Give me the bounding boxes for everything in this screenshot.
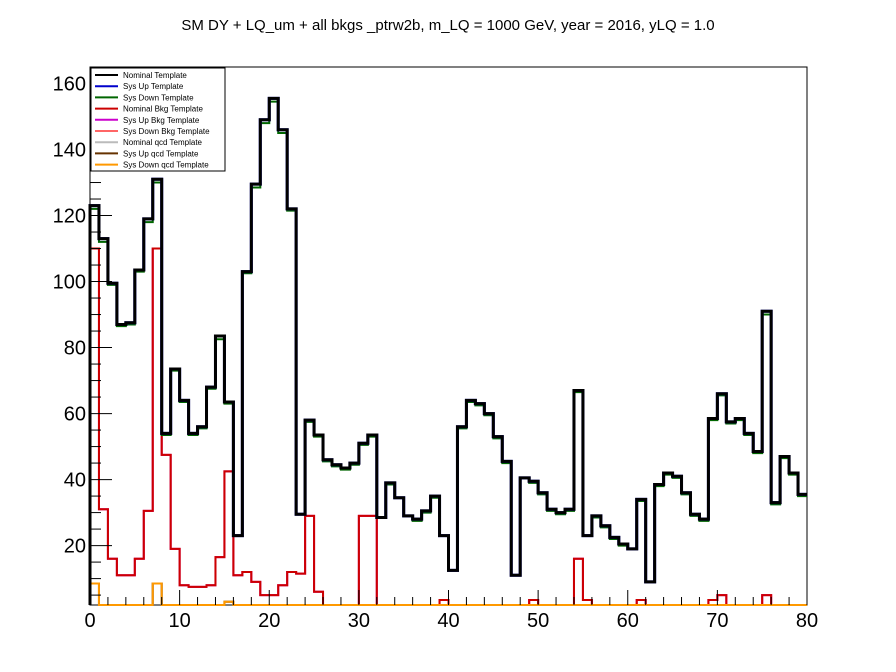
series-line-sys-down-qcd-template [89,582,807,606]
series-line-nominal-template [88,96,807,605]
legend-entry: Nominal qcd Template [123,138,203,147]
legend-entry: Sys Down qcd Template [123,161,209,170]
legend: Nominal Template Sys Up Template Sys Down … [90,67,226,172]
y-tick-label: 80 [64,338,86,360]
series-layer [88,96,807,606]
legend-entry: Sys Up qcd Template [123,149,199,158]
x-tick-label: 40 [437,610,459,632]
x-tick-label: 50 [527,610,549,632]
y-tick-label: 60 [64,404,86,426]
y-tick-label: 140 [53,140,86,162]
legend-entry: Nominal Bkg Template [123,105,203,114]
x-tick-label: 30 [348,610,370,632]
x-tick-label: 20 [258,610,280,632]
x-tick-label: 60 [617,610,639,632]
legend-entry: Sys Down Bkg Template [123,127,210,136]
x-tick-label: 70 [706,610,728,632]
x-tick-label: 0 [84,610,95,632]
legend-entry: Sys Up Bkg Template [123,116,200,125]
y-tick-label: 120 [53,206,86,228]
y-tick-label: 20 [64,536,86,558]
chart-title: SM DY + LQ_um + all bkgs _ptrw2b, m_LQ =… [181,17,714,34]
x-tick-label: 10 [169,610,191,632]
legend-entry: Sys Up Template [123,82,184,91]
y-tick-label: 100 [53,272,86,294]
legend-entry: Nominal Template [123,71,187,80]
x-tick-label: 80 [796,610,818,632]
y-tick-label: 160 [53,74,86,96]
axes-layer: 0 10 20 30 40 50 60 70 80 20 40 60 80 100 120 140 160 [53,66,818,632]
legend-entry: Sys Down Template [123,93,194,102]
y-tick-label: 40 [64,470,86,492]
